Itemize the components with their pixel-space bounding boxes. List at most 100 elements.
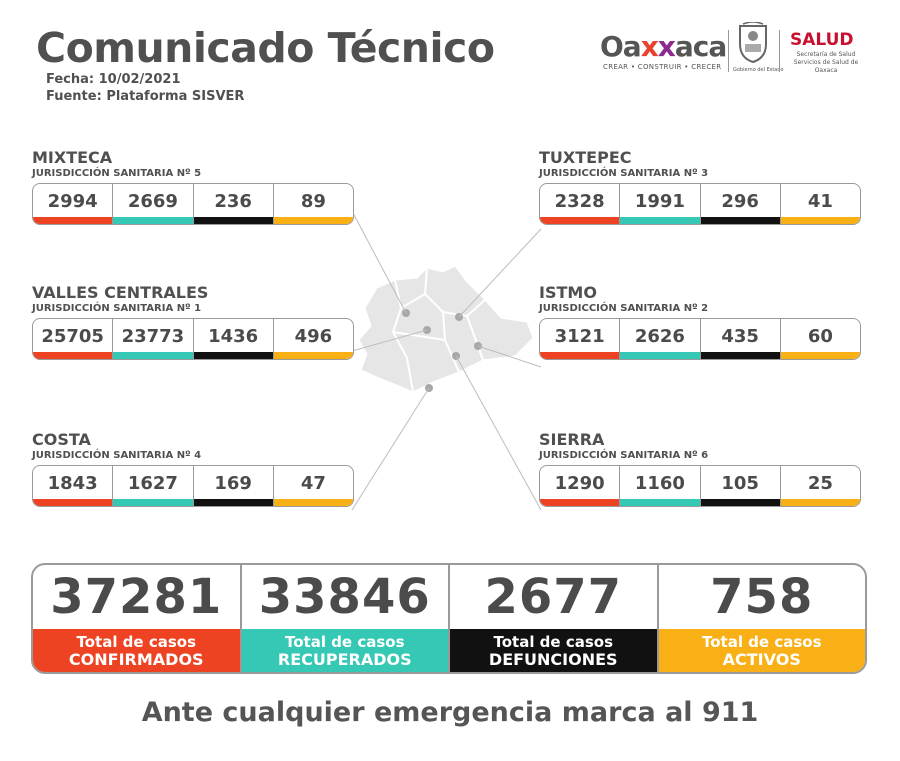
page-title: Comunicado Técnico xyxy=(36,24,495,72)
activos-value: 41 xyxy=(807,191,833,212)
region-jurisdiccion: JURISDICCIÓN SANITARIA Nº 5 xyxy=(32,168,202,179)
confirmados-cell: 1843 xyxy=(33,466,114,506)
recuperados-cell: 2669 xyxy=(113,184,194,224)
region-jurisdiccion: JURISDICCIÓN SANITARIA Nº 1 xyxy=(32,303,202,314)
defunciones-value: 1436 xyxy=(208,326,259,347)
report-date: Fecha: 10/02/2021 xyxy=(46,72,181,87)
confirmados-cell: 2328 xyxy=(540,184,621,224)
region-sierra: SIERRA JURISDICCIÓN SANITARIA Nº 6 1290 … xyxy=(539,431,861,507)
region-jurisdiccion: JURISDICCIÓN SANITARIA Nº 2 xyxy=(539,303,709,314)
oaxaca-tagline: CREAR • CONSTRUIR • CRECER xyxy=(603,63,722,71)
defunciones-cell: 169 xyxy=(193,466,274,506)
defunciones-cell: 105 xyxy=(700,466,781,506)
recuperados-cell: 1991 xyxy=(620,184,701,224)
region-jurisdiccion: JURISDICCIÓN SANITARIA Nº 4 xyxy=(32,450,202,461)
activos-cell: 25 xyxy=(780,466,860,506)
defunciones-cell: 236 xyxy=(193,184,274,224)
confirmados-value: 25705 xyxy=(41,326,104,347)
total-value: 2677 xyxy=(484,569,623,625)
activos-cell: 60 xyxy=(780,319,860,359)
activos-value: 47 xyxy=(300,473,326,494)
recuperados-value: 23773 xyxy=(121,326,185,347)
connector-line xyxy=(455,355,542,511)
recuperados-cell: 23773 xyxy=(113,319,194,359)
defunciones-value: 236 xyxy=(214,191,252,212)
region-mixteca: MIXTECA JURISDICCIÓN SANITARIA Nº 5 2994… xyxy=(32,149,354,225)
region-jurisdiccion: JURISDICCIÓN SANITARIA Nº 3 xyxy=(539,168,709,179)
defunciones-value: 105 xyxy=(721,473,759,494)
connector-line xyxy=(351,387,430,511)
total-label: Total de casos RECUPERADOS xyxy=(241,629,448,672)
oaxaca-map xyxy=(358,265,534,393)
total-confirmados: 37281 Total de casos CONFIRMADOS xyxy=(33,565,242,672)
defunciones-value: 169 xyxy=(214,473,252,494)
totals-panel: 37281 Total de casos CONFIRMADOS 33846 To… xyxy=(31,563,867,674)
activos-value: 60 xyxy=(807,326,833,347)
connector-line xyxy=(351,329,428,352)
state-shield-icon xyxy=(739,22,767,64)
activos-cell: 89 xyxy=(273,184,353,224)
recuperados-cell: 1627 xyxy=(113,466,194,506)
total-value: 758 xyxy=(710,569,814,625)
region-values: 1843 1627 169 47 xyxy=(32,465,354,507)
region-values: 3121 2626 435 60 xyxy=(539,318,861,360)
activos-cell: 496 xyxy=(273,319,353,359)
confirmados-cell: 3121 xyxy=(540,319,621,359)
region-values: 2994 2669 236 89 xyxy=(32,183,354,225)
defunciones-cell: 296 xyxy=(700,184,781,224)
salud-sub: Secretaría de Salud Servicios de Salud de… xyxy=(793,51,859,74)
region-costa: COSTA JURISDICCIÓN SANITARIA Nº 4 1843 1… xyxy=(32,431,354,507)
report-source: Fuente: Plataforma SISVER xyxy=(46,89,245,104)
total-recuperados: 33846 Total de casos RECUPERADOS xyxy=(241,565,450,672)
total-value: 33846 xyxy=(258,569,431,625)
region-name: MIXTECA xyxy=(32,148,113,167)
region-name: VALLES CENTRALES xyxy=(32,283,209,302)
logo-divider xyxy=(728,30,729,72)
connector-line xyxy=(351,210,407,314)
activos-cell: 47 xyxy=(273,466,353,506)
recuperados-value: 1627 xyxy=(127,473,178,494)
confirmados-value: 1290 xyxy=(554,473,605,494)
activos-value: 25 xyxy=(807,473,833,494)
recuperados-cell: 2626 xyxy=(620,319,701,359)
region-values: 2328 1991 296 41 xyxy=(539,183,861,225)
region-valles-centrales: VALLES CENTRALES JURISDICCIÓN SANITARIA … xyxy=(32,284,354,360)
activos-value: 89 xyxy=(300,191,326,212)
total-value: 37281 xyxy=(50,569,223,625)
confirmados-value: 2994 xyxy=(47,191,98,212)
connector-line xyxy=(458,228,542,318)
defunciones-cell: 1436 xyxy=(193,319,274,359)
confirmados-value: 2328 xyxy=(554,191,605,212)
region-name: ISTMO xyxy=(539,283,597,302)
confirmados-value: 1843 xyxy=(47,473,98,494)
region-name: TUXTEPEC xyxy=(539,148,632,167)
total-label: Total de casos CONFIRMADOS xyxy=(33,629,240,672)
region-tuxtepec: TUXTEPEC JURISDICCIÓN SANITARIA Nº 3 232… xyxy=(539,149,861,225)
salud-logo: SALUD xyxy=(790,30,854,50)
total-label: Total de casos ACTIVOS xyxy=(658,629,865,672)
region-name: SIERRA xyxy=(539,430,605,449)
recuperados-value: 1991 xyxy=(634,191,685,212)
oaxaca-logo: Oaxxaca xyxy=(600,30,727,63)
recuperados-value: 1160 xyxy=(634,473,685,494)
defunciones-value: 296 xyxy=(721,191,759,212)
region-values: 1290 1160 105 25 xyxy=(539,465,861,507)
region-istmo: ISTMO JURISDICCIÓN SANITARIA Nº 2 3121 2… xyxy=(539,284,861,360)
recuperados-cell: 1160 xyxy=(620,466,701,506)
connector-line xyxy=(477,345,542,368)
confirmados-cell: 2994 xyxy=(33,184,114,224)
confirmados-cell: 25705 xyxy=(33,319,114,359)
region-name: COSTA xyxy=(32,430,91,449)
recuperados-value: 2626 xyxy=(634,326,685,347)
total-activos: 758 Total de casos ACTIVOS xyxy=(658,565,865,672)
recuperados-value: 2669 xyxy=(127,191,178,212)
activos-value: 496 xyxy=(294,326,333,347)
emergency-footer: Ante cualquier emergencia marca al 911 xyxy=(141,697,759,728)
region-jurisdiccion: JURISDICCIÓN SANITARIA Nº 6 xyxy=(539,450,709,461)
total-defunciones: 2677 Total de casos DEFUNCIONES xyxy=(450,565,659,672)
logo-divider xyxy=(779,30,780,72)
total-label: Total de casos DEFUNCIONES xyxy=(450,629,657,672)
region-values: 25705 23773 1436 496 xyxy=(32,318,354,360)
confirmados-cell: 1290 xyxy=(540,466,621,506)
